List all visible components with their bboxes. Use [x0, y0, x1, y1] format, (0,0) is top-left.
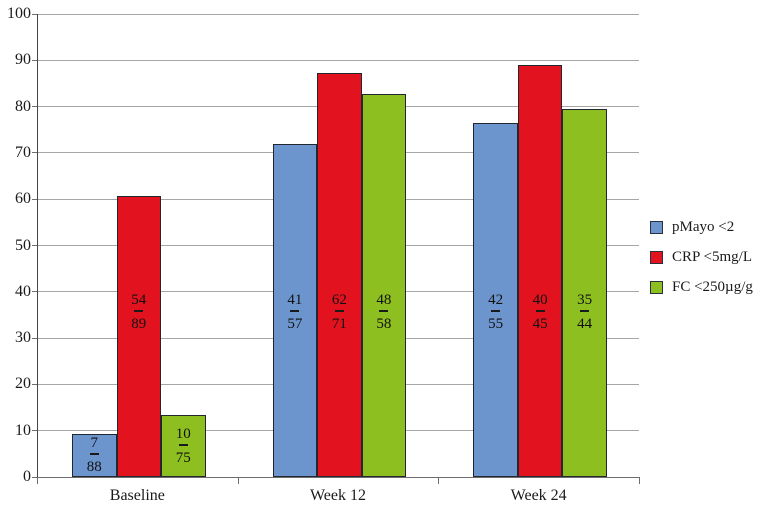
fraction-denominator: 89 — [131, 316, 147, 332]
fraction-denominator: 71 — [331, 316, 347, 332]
legend-swatch-fc-250-g-g — [650, 280, 663, 294]
legend-label: FC <250µg/g — [672, 278, 753, 295]
y-axis-tick-label: 10 — [15, 421, 31, 439]
y-tick — [32, 198, 37, 200]
fraction-denominator: 45 — [532, 316, 548, 332]
y-axis-tick-label: 90 — [15, 51, 31, 69]
fraction-numerator: 41 — [287, 292, 303, 308]
bar-crp-5mg-l-week-12 — [317, 72, 362, 477]
y-tick — [32, 106, 37, 108]
fraction-numerator: 35 — [577, 292, 593, 308]
bar-label-fc-250-g-g-week-24: 35 44 — [562, 292, 607, 332]
x-axis-tick — [237, 477, 239, 484]
bar-pmayo-2-week-24 — [473, 123, 518, 477]
fraction-denominator: 55 — [488, 316, 504, 332]
fraction-denominator: 58 — [376, 316, 392, 332]
bar-fc-250-g-g-week-24 — [562, 108, 607, 477]
bar-label-fc-250-g-g-baseline: 10 75 — [161, 426, 206, 466]
y-tick — [32, 245, 37, 246]
fraction-numerator: 40 — [532, 292, 548, 308]
bar-label-fc-250-g-g-week-12: 48 58 — [362, 292, 407, 332]
y-axis-tick-label: 20 — [15, 375, 31, 393]
bar-fc-250-g-g-week-12 — [361, 93, 407, 477]
gridline — [37, 59, 639, 61]
bar-crp-5mg-l-week-24 — [517, 65, 563, 477]
fraction-bar — [178, 444, 188, 447]
legend-swatch-pmayo-2 — [650, 220, 663, 234]
fraction-numerator: 54 — [131, 292, 147, 308]
fraction-bar — [379, 310, 389, 312]
y-axis-line — [37, 14, 38, 478]
x-category-label-baseline: Baseline — [109, 487, 165, 504]
bar-label-pmayo-2-week-12: 41 57 — [273, 292, 318, 332]
fraction-denominator: 44 — [577, 316, 593, 332]
legend-item-pmayo-2: pMayo <2 — [650, 218, 753, 235]
bar-label-crp-5mg-l-week-24: 40 45 — [518, 292, 563, 332]
x-axis-tick — [37, 477, 38, 484]
y-tick — [32, 476, 37, 478]
y-tick — [32, 13, 37, 15]
fraction-denominator: 57 — [287, 316, 303, 332]
fraction-denominator: 88 — [86, 459, 102, 476]
y-axis-tick-label: 100 — [7, 5, 31, 22]
legend-label: CRP <5mg/L — [672, 248, 753, 265]
y-tick — [32, 430, 37, 432]
fraction-bar — [334, 310, 344, 312]
fraction-denominator: 75 — [175, 450, 191, 467]
y-axis-tick-label: 0 — [23, 468, 31, 485]
legend-item-fc-250-g-g: FC <250µg/g — [650, 278, 753, 295]
legend: pMayo <2 CRP <5mg/L FC <250µg/g — [650, 218, 753, 310]
y-tick — [32, 291, 37, 293]
bar-label-crp-5mg-l-baseline: 54 89 — [117, 292, 162, 332]
legend-swatch-crp-5mg-l — [650, 250, 663, 264]
fraction-bar — [491, 310, 501, 312]
bar-label-pmayo-2-week-24: 42 55 — [473, 292, 518, 332]
x-category-label-week-24: Week 24 — [510, 487, 567, 504]
bar-label-pmayo-2-baseline: 7 88 — [72, 435, 117, 475]
y-axis-tick-label: 80 — [15, 97, 31, 115]
y-tick — [32, 383, 37, 385]
y-tick — [32, 59, 37, 61]
y-axis-tick-label: 30 — [15, 329, 31, 347]
y-axis-tick-label: 60 — [15, 190, 31, 208]
fraction-bar — [535, 310, 545, 312]
legend-label: pMayo <2 — [672, 218, 735, 235]
fraction-numerator: 7 — [90, 435, 99, 452]
y-axis-tick-label: 40 — [15, 282, 31, 300]
y-tick — [32, 152, 37, 154]
x-axis-line — [37, 477, 640, 478]
y-axis-tick-label: 70 — [15, 143, 31, 161]
gridline — [37, 13, 639, 15]
fraction-bar — [290, 310, 300, 312]
fraction-numerator: 62 — [331, 292, 347, 308]
bar-crp-5mg-l-baseline — [116, 195, 161, 477]
bar-label-crp-5mg-l-week-12: 62 71 — [317, 292, 362, 332]
fraction-bar — [89, 453, 99, 456]
fraction-numerator: 42 — [488, 292, 504, 308]
fraction-bar — [580, 310, 590, 312]
y-axis-tick-label: 50 — [15, 236, 31, 254]
fraction-numerator: 48 — [376, 292, 392, 308]
fraction-bar — [134, 310, 144, 312]
x-axis-tick — [639, 477, 640, 484]
y-tick — [32, 337, 37, 339]
x-axis-tick — [438, 477, 440, 484]
legend-item-crp-5mg-l: CRP <5mg/L — [650, 248, 753, 265]
x-category-label-week-12: Week 12 — [309, 487, 366, 504]
fraction-numerator: 10 — [175, 426, 191, 443]
